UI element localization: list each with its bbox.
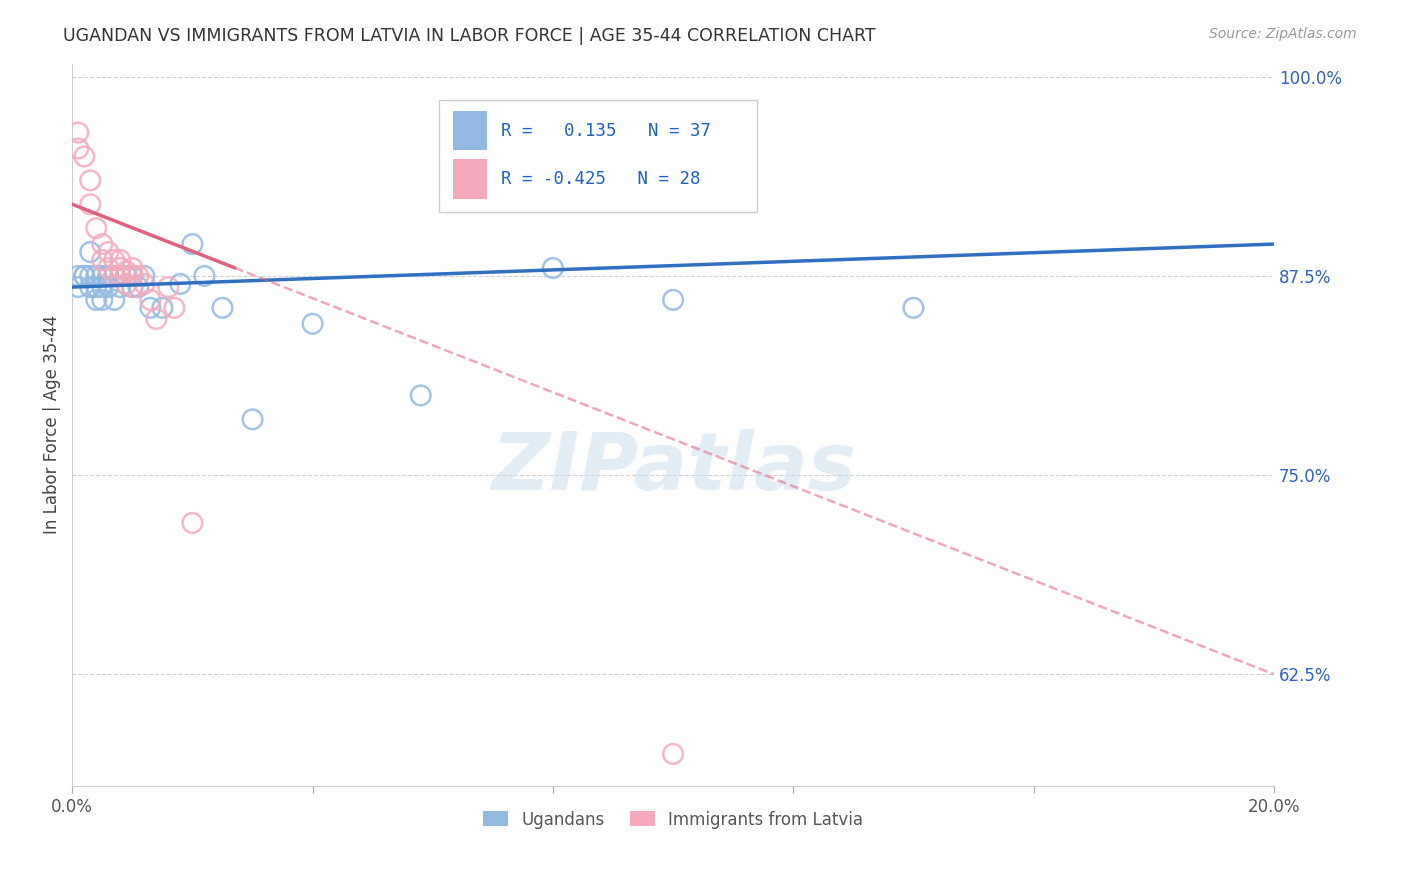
Point bbox=[121, 260, 143, 275]
Point bbox=[121, 280, 143, 294]
Point bbox=[193, 268, 215, 283]
Point bbox=[91, 293, 114, 307]
Point bbox=[84, 293, 107, 307]
Point bbox=[127, 280, 149, 294]
Point bbox=[115, 277, 138, 291]
Point bbox=[103, 268, 125, 283]
Point bbox=[97, 268, 120, 283]
Legend: Ugandans, Immigrants from Latvia: Ugandans, Immigrants from Latvia bbox=[477, 804, 870, 835]
Point bbox=[121, 280, 143, 294]
Point bbox=[110, 268, 132, 283]
Point bbox=[103, 253, 125, 268]
Point bbox=[541, 260, 564, 275]
Point bbox=[301, 317, 323, 331]
Text: ZIPatlas: ZIPatlas bbox=[491, 429, 856, 508]
Point bbox=[134, 268, 156, 283]
Point bbox=[97, 260, 120, 275]
Point bbox=[121, 268, 143, 283]
Bar bbox=[453, 111, 486, 151]
Point bbox=[67, 126, 90, 140]
Point bbox=[121, 268, 143, 283]
Point bbox=[73, 268, 96, 283]
Point bbox=[662, 293, 685, 307]
Point bbox=[73, 268, 96, 283]
Point bbox=[73, 149, 96, 163]
Point bbox=[84, 221, 107, 235]
Point bbox=[139, 301, 162, 315]
Point bbox=[110, 253, 132, 268]
Point bbox=[150, 301, 173, 315]
Point bbox=[115, 264, 138, 278]
Point bbox=[409, 388, 432, 402]
Y-axis label: In Labor Force | Age 35-44: In Labor Force | Age 35-44 bbox=[44, 316, 60, 534]
Point bbox=[110, 280, 132, 294]
Point bbox=[91, 237, 114, 252]
Point bbox=[181, 516, 204, 530]
Point bbox=[103, 268, 125, 283]
Text: UGANDAN VS IMMIGRANTS FROM LATVIA IN LABOR FORCE | AGE 35-44 CORRELATION CHART: UGANDAN VS IMMIGRANTS FROM LATVIA IN LAB… bbox=[63, 27, 876, 45]
Point bbox=[79, 173, 101, 187]
Point bbox=[181, 237, 204, 252]
Point bbox=[211, 301, 233, 315]
Point bbox=[127, 268, 149, 283]
Point bbox=[163, 301, 186, 315]
Point bbox=[67, 141, 90, 155]
Point bbox=[145, 312, 167, 326]
Point bbox=[157, 280, 180, 294]
FancyBboxPatch shape bbox=[439, 100, 758, 212]
Point bbox=[662, 747, 685, 761]
Point bbox=[79, 197, 101, 211]
Point bbox=[242, 412, 264, 426]
Text: R =   0.135   N = 37: R = 0.135 N = 37 bbox=[501, 121, 711, 140]
Text: R = -0.425   N = 28: R = -0.425 N = 28 bbox=[501, 169, 700, 187]
Point bbox=[110, 260, 132, 275]
Point bbox=[67, 268, 90, 283]
Point bbox=[84, 268, 107, 283]
Text: Source: ZipAtlas.com: Source: ZipAtlas.com bbox=[1209, 27, 1357, 41]
Point bbox=[903, 301, 925, 315]
Bar bbox=[453, 159, 486, 199]
Point bbox=[91, 253, 114, 268]
Point bbox=[67, 280, 90, 294]
Point bbox=[97, 268, 120, 283]
Point bbox=[91, 280, 114, 294]
Point bbox=[84, 280, 107, 294]
Point bbox=[91, 268, 114, 283]
Point bbox=[139, 293, 162, 307]
Point bbox=[79, 268, 101, 283]
Point bbox=[169, 277, 191, 291]
Point bbox=[134, 277, 156, 291]
Point bbox=[79, 245, 101, 260]
Point bbox=[115, 268, 138, 283]
Point bbox=[97, 245, 120, 260]
Point bbox=[110, 268, 132, 283]
Point bbox=[103, 293, 125, 307]
Point bbox=[97, 280, 120, 294]
Point bbox=[79, 280, 101, 294]
